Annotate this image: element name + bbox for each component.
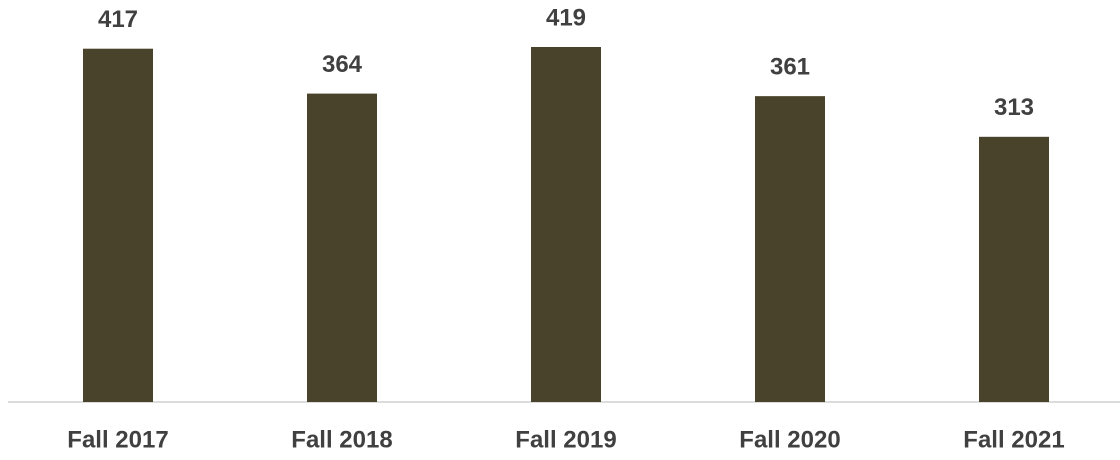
bar — [307, 93, 377, 402]
value-label: 313 — [994, 94, 1034, 121]
bar — [755, 96, 825, 402]
bar — [979, 136, 1049, 402]
x-tick-label: Fall 2020 — [739, 426, 840, 453]
value-label: 364 — [322, 51, 363, 78]
bar — [531, 47, 601, 402]
x-tick-label: Fall 2018 — [291, 426, 392, 453]
x-tick-label: Fall 2021 — [963, 426, 1064, 453]
value-label: 419 — [546, 4, 586, 31]
value-label: 361 — [770, 53, 810, 80]
x-tick-label: Fall 2017 — [67, 426, 168, 453]
x-tick-label: Fall 2019 — [515, 426, 616, 453]
bar — [83, 48, 153, 402]
value-label: 417 — [98, 6, 138, 33]
